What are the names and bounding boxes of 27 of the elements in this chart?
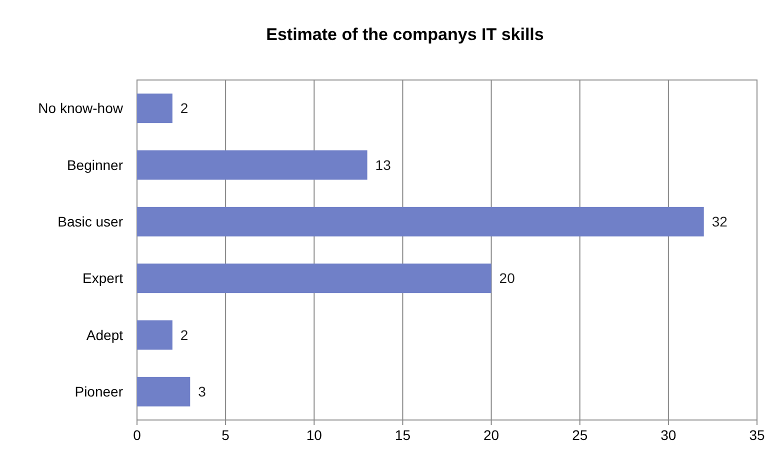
- bar: [137, 206, 704, 236]
- bar: [137, 264, 492, 294]
- y-tick-label: Basic user: [58, 214, 124, 230]
- x-tick-label: 10: [306, 427, 322, 443]
- x-tick-label: 35: [749, 427, 765, 443]
- x-tick-label: 30: [660, 427, 676, 443]
- data-label: 13: [375, 156, 392, 173]
- x-tick-label: 0: [133, 427, 142, 443]
- y-tick-label: No know-how: [38, 100, 124, 116]
- bar: [137, 320, 172, 350]
- data-label: 32: [712, 214, 728, 230]
- x-tick-label: 15: [394, 427, 411, 443]
- data-label: 2: [180, 326, 188, 343]
- x-tick-label: 5: [222, 427, 230, 443]
- data-label: 3: [198, 384, 206, 400]
- chart-title: Estimate of the companys IT skills: [266, 25, 544, 44]
- data-label: 2: [180, 100, 188, 116]
- x-tick-label: 20: [483, 427, 500, 443]
- y-tick-label: Expert: [82, 270, 124, 286]
- data-label: 20: [499, 270, 516, 286]
- bar: [137, 376, 190, 406]
- y-tick-label: Adept: [86, 326, 124, 343]
- bar: [137, 94, 172, 124]
- y-tick-label: Pioneer: [74, 384, 124, 400]
- x-tick-label: 25: [572, 427, 588, 443]
- bar: [137, 150, 368, 180]
- y-tick-label: Beginner: [66, 156, 124, 173]
